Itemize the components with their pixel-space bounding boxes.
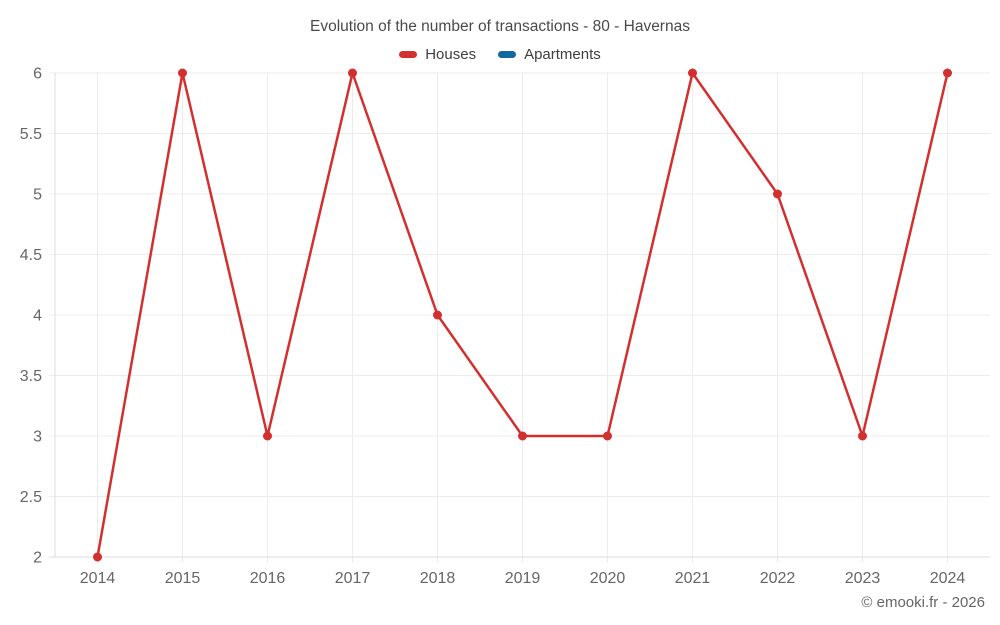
y-tick-label: 4.5 — [20, 247, 42, 264]
houses-point[interactable] — [603, 431, 612, 441]
y-tick-label: 5 — [33, 187, 42, 204]
x-tick-label: 2018 — [420, 570, 456, 587]
legend-item-apartments[interactable]: Apartments — [498, 46, 601, 63]
x-tick-label: 2024 — [930, 570, 966, 587]
x-tick-label: 2022 — [760, 570, 796, 587]
x-tick-label: 2019 — [505, 570, 541, 587]
chart-title: Evolution of the number of transactions … — [310, 18, 690, 35]
legend-item-houses[interactable]: Houses — [399, 46, 476, 63]
y-tick-label: 2.5 — [20, 489, 42, 506]
x-tick-label: 2020 — [590, 570, 626, 587]
houses-point[interactable] — [433, 310, 442, 320]
chart-legend: Houses Apartments — [0, 46, 1000, 63]
houses-series-swatch-icon — [399, 51, 418, 58]
y-tick-label: 3.5 — [20, 368, 42, 385]
legend-label-apartments: Apartments — [524, 46, 601, 63]
x-tick-label: 2017 — [335, 570, 371, 587]
houses-point[interactable] — [93, 552, 102, 562]
houses-point[interactable] — [858, 431, 867, 441]
x-tick-label: 2021 — [675, 570, 711, 587]
houses-point[interactable] — [263, 431, 272, 441]
houses-point[interactable] — [773, 189, 782, 199]
y-tick-label: 4 — [33, 308, 42, 325]
x-tick-label: 2015 — [165, 570, 201, 587]
copyright-text: © emooki.fr - 2026 — [861, 594, 985, 611]
x-tick-label: 2016 — [250, 570, 286, 587]
houses-point[interactable] — [943, 68, 952, 78]
houses-point[interactable] — [348, 68, 357, 78]
houses-point[interactable] — [688, 68, 697, 78]
houses-point[interactable] — [518, 431, 527, 441]
apartments-series-swatch-icon — [498, 51, 517, 58]
houses-point[interactable] — [178, 68, 187, 78]
x-tick-label: 2023 — [845, 570, 881, 587]
legend-label-houses: Houses — [425, 46, 477, 63]
y-tick-label: 3 — [33, 429, 42, 446]
y-tick-label: 5.5 — [20, 126, 42, 143]
y-tick-label: 2 — [33, 550, 42, 567]
y-tick-label: 6 — [33, 66, 42, 83]
x-tick-label: 2014 — [80, 570, 116, 587]
